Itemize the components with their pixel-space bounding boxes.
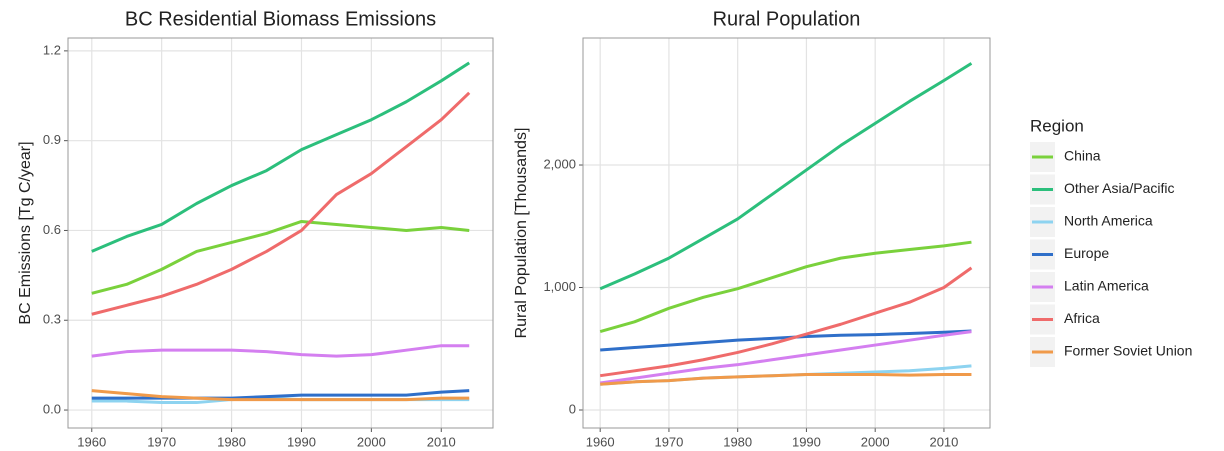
series-line [91,344,470,358]
series-line [600,372,972,386]
plot-background [583,38,990,428]
legend-label: China [1064,148,1101,164]
series-line [91,219,470,295]
legend-label: Europe [1064,245,1109,261]
plot-background [68,38,493,428]
x-tick-label: 1960 [77,434,106,449]
legend-label: Other Asia/Pacific [1064,180,1175,196]
series-line [91,389,470,400]
y-axis-label: Rural Population [Thousands] [513,128,530,339]
legend-label: Latin America [1064,278,1149,294]
series-line [91,61,471,253]
x-tick-label: 1990 [287,434,316,449]
plot-border [67,37,494,429]
y-tick-label: 0.0 [43,401,61,416]
x-tick-label: 1970 [654,434,683,449]
series-line [599,62,973,291]
y-tick-label: 2,000 [543,156,576,171]
x-tick-label: 1980 [723,434,752,449]
y-tick-label: 1,000 [543,279,576,294]
y-axis-label: BC Emissions [Tg C/year] [17,141,34,324]
series-line [599,240,972,334]
chart-title: Rural Population [713,8,861,30]
x-tick-label: 2010 [427,434,456,449]
series-line [599,330,972,385]
x-tick-label: 2000 [357,434,386,449]
legend-label: Former Soviet Union [1064,343,1192,359]
chart-title: BC Residential Biomass Emissions [125,8,436,30]
plot-border [582,37,991,429]
y-tick-label: 0.9 [43,132,61,147]
x-tick-label: 2010 [929,434,958,449]
x-tick-label: 1960 [586,434,615,449]
y-tick-label: 0.3 [43,312,61,327]
legend-label: North America [1064,213,1153,229]
legend-title: Region [1030,116,1084,135]
x-tick-label: 1970 [147,434,176,449]
y-tick-label: 0.6 [43,222,61,237]
x-tick-label: 2000 [861,434,890,449]
series-line [599,266,973,378]
legend-label: Africa [1064,310,1100,326]
series-line [91,91,471,316]
x-tick-label: 1990 [792,434,821,449]
y-tick-label: 0 [569,401,576,416]
y-tick-label: 1.2 [43,42,61,57]
series-line [91,389,470,402]
x-tick-label: 1980 [217,434,246,449]
